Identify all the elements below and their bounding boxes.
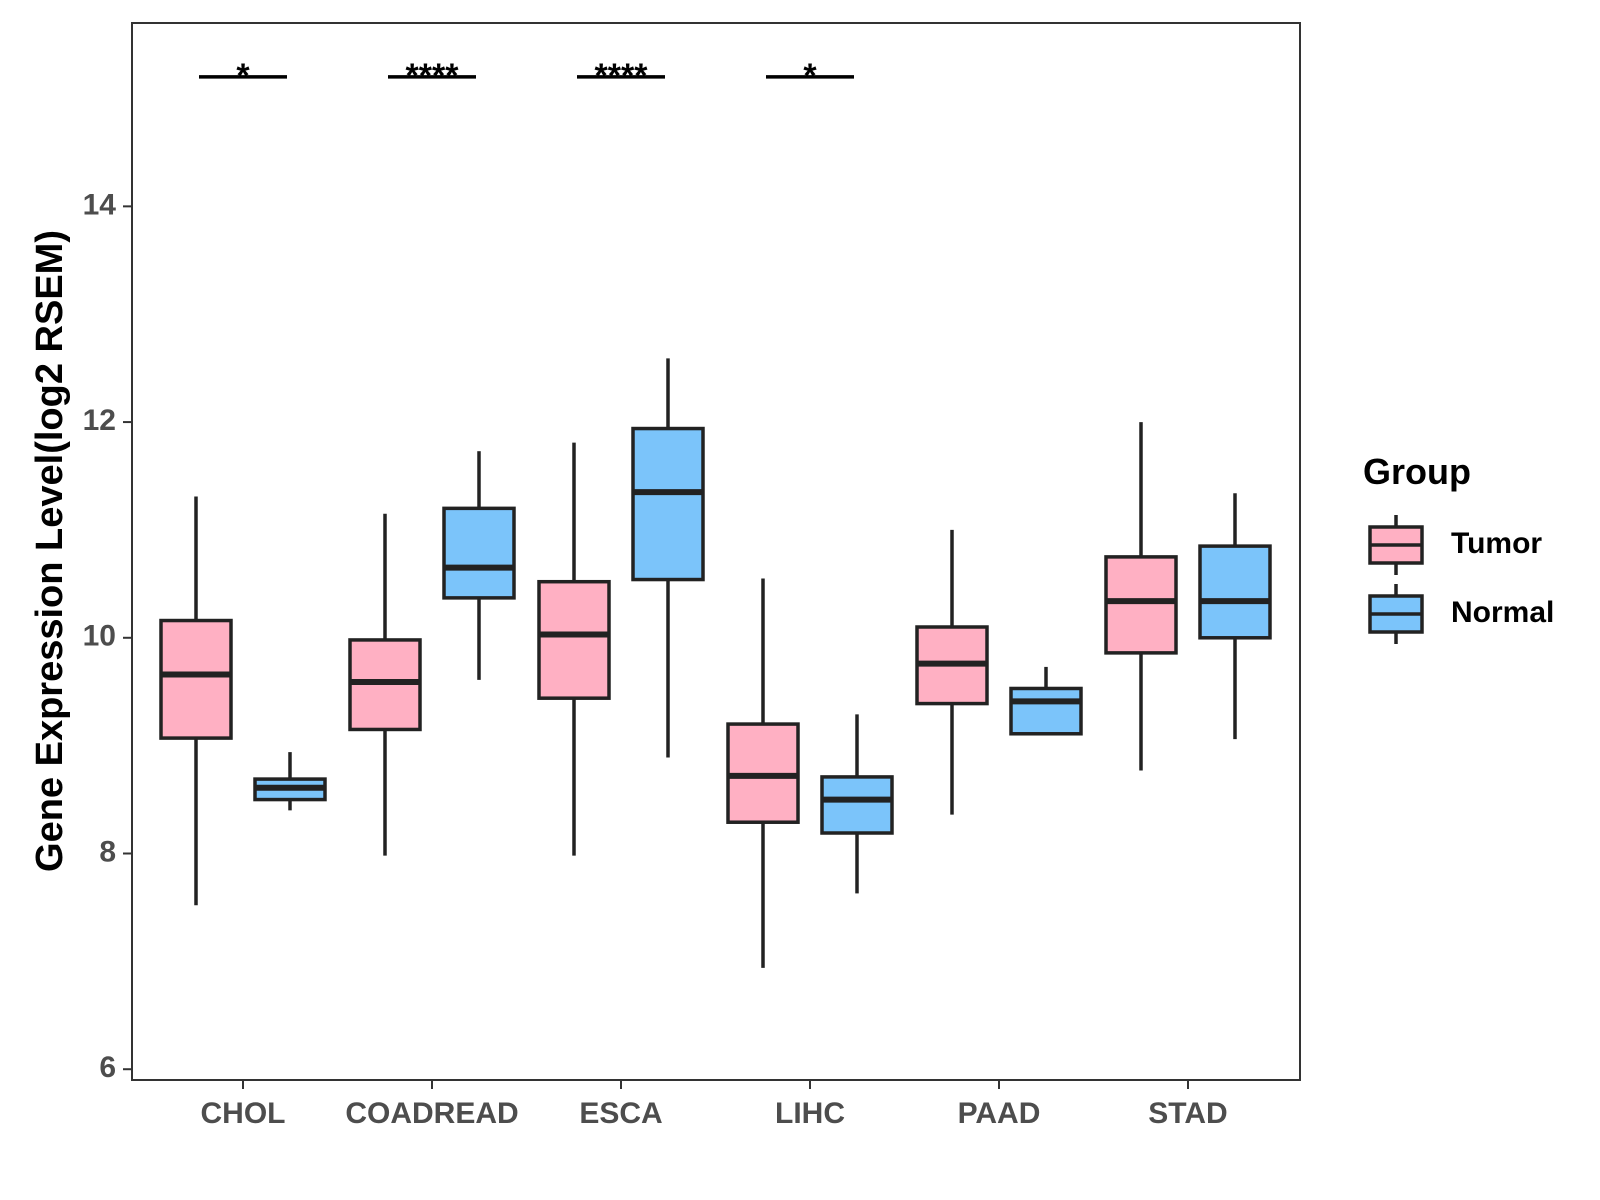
- box-tumor-esca: [537, 442, 611, 856]
- y-tick-label: 6: [99, 1051, 116, 1084]
- box-normal-lihc: [820, 714, 894, 894]
- significance-label: *: [803, 57, 817, 95]
- y-tick-label: 8: [99, 835, 116, 868]
- x-tick-label: STAD: [1148, 1097, 1227, 1130]
- x-tick-label: CHOL: [201, 1097, 286, 1130]
- box-tumor-paad: [915, 529, 989, 815]
- legend-label-normal: Normal: [1451, 596, 1554, 629]
- significance-esca: ****: [577, 57, 665, 95]
- box-body: [1009, 686, 1083, 736]
- box-normal-chol: [253, 752, 327, 811]
- x-axis: CHOL COADREAD ESCA LIHC PAAD STAD: [201, 1080, 1228, 1130]
- y-tick-label: 10: [83, 620, 116, 653]
- box-tumor-lihc: [726, 578, 800, 968]
- significance-lihc: *: [766, 57, 854, 95]
- x-tick-label: LIHC: [775, 1097, 845, 1130]
- x-tick-label: ESCA: [579, 1097, 662, 1130]
- legend-title: Group: [1363, 451, 1471, 492]
- box-body: [631, 426, 705, 582]
- box-body: [537, 579, 611, 700]
- legend-key-tumor: [1368, 515, 1424, 575]
- x-tick-label: PAAD: [958, 1097, 1041, 1130]
- significance-label: *: [236, 57, 250, 95]
- plot-content: * **** **** *: [159, 57, 1272, 968]
- box-body: [820, 775, 894, 835]
- box-tumor-coadread: [348, 513, 422, 856]
- x-tick-label: COADREAD: [345, 1097, 518, 1130]
- significance-label: ****: [595, 57, 649, 95]
- y-axis-title: Gene Expression Level(log2 RSEM): [29, 230, 71, 872]
- box-tumor-stad: [1104, 422, 1178, 771]
- plot-panel-border: [131, 22, 1301, 1081]
- box-normal-paad: [1009, 666, 1083, 736]
- legend-label-tumor: Tumor: [1451, 527, 1542, 560]
- box-body: [442, 506, 516, 600]
- box-normal-esca: [631, 358, 705, 758]
- legend: Group Tumor Normal: [1363, 451, 1554, 644]
- box-body: [159, 618, 233, 740]
- y-axis: 6 8 10 12 14: [83, 188, 132, 1084]
- box-tumor-chol: [159, 496, 233, 906]
- box-normal-stad: [1198, 493, 1272, 740]
- y-tick-label: 14: [83, 188, 117, 221]
- box-body: [1198, 544, 1272, 640]
- significance-chol: *: [199, 57, 287, 95]
- box-normal-coadread: [442, 451, 516, 680]
- significance-label: ****: [406, 57, 460, 95]
- legend-key-normal: [1368, 584, 1424, 644]
- y-tick-label: 12: [83, 404, 116, 437]
- box-body: [1104, 555, 1178, 655]
- significance-coadread: ****: [388, 57, 476, 95]
